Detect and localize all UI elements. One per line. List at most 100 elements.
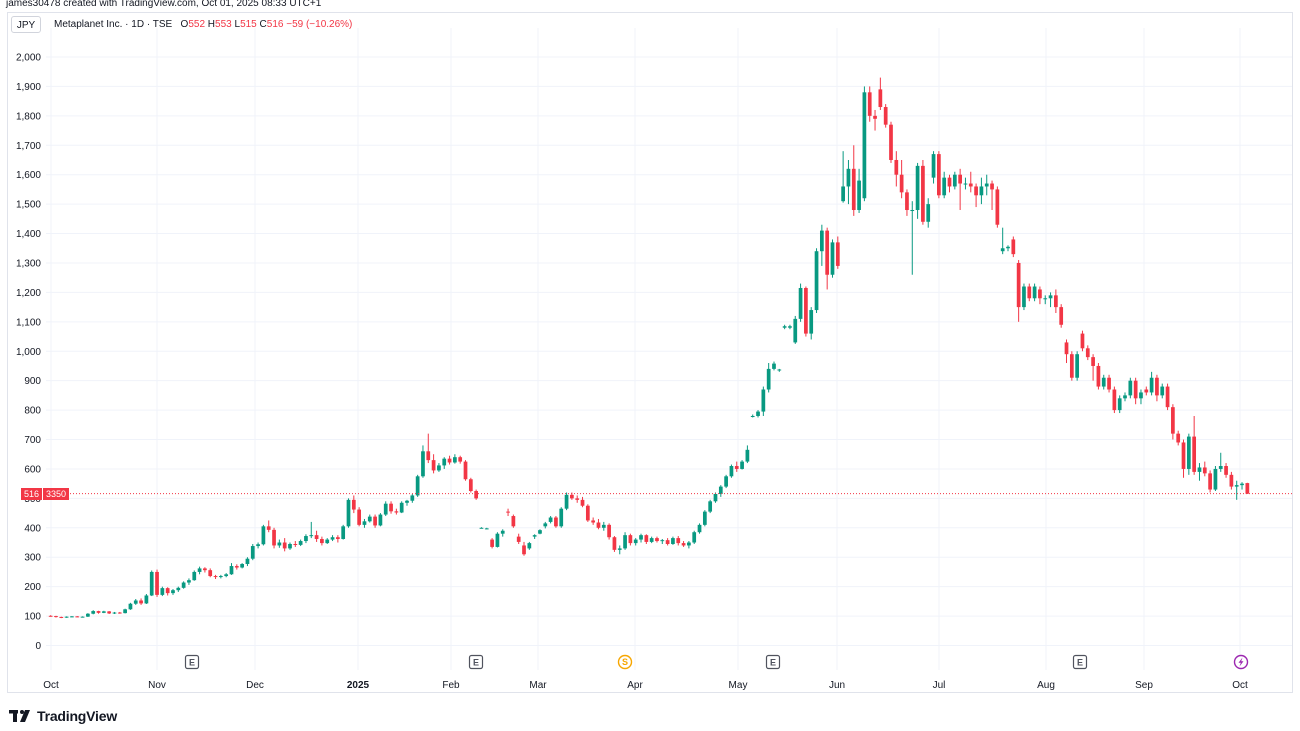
candle: [112, 611, 117, 615]
candle: [192, 570, 197, 581]
candle: [750, 414, 755, 418]
candle: [1176, 430, 1181, 446]
candle: [718, 485, 723, 497]
candle: [734, 461, 739, 472]
candle: [793, 315, 798, 344]
candle: [346, 498, 351, 528]
candle: [336, 535, 340, 543]
candle: [383, 501, 388, 517]
candle: [889, 121, 893, 163]
candle: [596, 518, 601, 530]
x-tick-label: 2025: [347, 680, 370, 691]
candle: [910, 201, 915, 275]
candle: [995, 186, 1000, 228]
candle: [883, 104, 888, 128]
candle: [990, 180, 994, 211]
candle: [687, 541, 691, 549]
candle: [437, 463, 441, 472]
candle: [825, 227, 830, 290]
y-tick-label: 1,500: [16, 200, 41, 211]
candle: [155, 569, 159, 597]
candle: [506, 508, 510, 517]
candle: [851, 145, 856, 216]
svg-text:E: E: [770, 658, 776, 668]
candle: [309, 521, 314, 539]
candle: [612, 536, 617, 552]
candle: [564, 492, 569, 511]
candle: [133, 599, 138, 605]
close-label: C: [259, 19, 267, 30]
candle: [772, 361, 776, 371]
candle: [447, 455, 452, 465]
candle: [1245, 482, 1250, 494]
candle: [272, 527, 276, 549]
candle: [1123, 392, 1127, 402]
candle: [915, 162, 920, 219]
earnings-event-icon[interactable]: E: [1072, 654, 1088, 670]
candle: [814, 248, 819, 313]
candle: [777, 368, 782, 372]
lightning-event-icon[interactable]: [1233, 654, 1249, 670]
candle: [947, 174, 952, 193]
candle: [532, 534, 537, 539]
candle: [1165, 383, 1170, 411]
candle: [160, 586, 165, 597]
y-tick-label: 300: [24, 553, 41, 564]
candle: [218, 574, 223, 579]
candle: [405, 499, 409, 506]
candle: [282, 538, 287, 552]
candle: [453, 454, 457, 464]
candle: [862, 86, 867, 202]
earnings-event-icon[interactable]: E: [184, 654, 200, 670]
tradingview-logo[interactable]: TradingView: [9, 708, 117, 724]
candle: [830, 239, 835, 278]
candle: [639, 533, 643, 543]
change-value: −59 (−10.26%): [286, 19, 353, 30]
candle: [1181, 439, 1186, 478]
svg-text:E: E: [189, 658, 195, 668]
x-tick-label: Nov: [148, 680, 166, 691]
candle: [607, 523, 611, 540]
currency-button[interactable]: JPY: [11, 16, 41, 33]
svg-text:E: E: [473, 658, 479, 668]
candle: [516, 533, 521, 544]
candle: [942, 171, 947, 199]
candle: [745, 445, 750, 464]
candle: [782, 324, 787, 330]
candle: [835, 236, 840, 269]
candle: [873, 109, 877, 131]
split-event-icon[interactable]: S: [617, 654, 633, 670]
candle: [1101, 374, 1106, 390]
candle: [617, 545, 622, 555]
low-label: L: [234, 19, 241, 30]
candle: [676, 536, 681, 546]
chart-grid: [46, 28, 1292, 670]
candle: [298, 539, 303, 547]
candle: [655, 536, 659, 543]
candle: [1208, 470, 1212, 493]
candle: [1112, 386, 1117, 414]
y-tick-label: 1,100: [16, 317, 41, 328]
candle: [277, 539, 282, 548]
chart-frame: [7, 12, 1293, 693]
candle: [373, 514, 377, 528]
candle: [288, 542, 292, 550]
candle: [240, 563, 244, 569]
candle: [894, 151, 899, 187]
y-tick-label: 600: [24, 464, 41, 475]
candle: [399, 501, 404, 514]
candle: [527, 541, 532, 550]
candle: [330, 535, 335, 542]
candle: [378, 513, 383, 527]
candle: [250, 543, 255, 561]
candle: [931, 151, 936, 184]
earnings-event-icon[interactable]: E: [765, 654, 781, 670]
candle: [846, 159, 851, 205]
earnings-event-icon[interactable]: E: [468, 654, 484, 670]
candle: [479, 527, 484, 529]
candle: [702, 510, 707, 527]
candle: [756, 410, 760, 418]
candle: [554, 516, 558, 528]
candle: [538, 529, 542, 535]
